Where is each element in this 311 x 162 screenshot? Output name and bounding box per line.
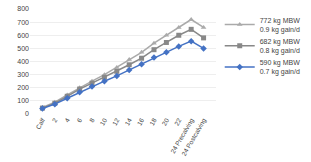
svg-text:590 kg MBW0.7 kg gain/d: 590 kg MBW0.7 kg gain/d	[260, 59, 300, 76]
svg-text:600: 600	[17, 32, 29, 39]
svg-text:400: 400	[17, 58, 29, 65]
svg-text:100: 100	[17, 97, 29, 104]
svg-text:18: 18	[148, 117, 158, 127]
svg-text:8: 8	[88, 117, 96, 124]
svg-text:12: 12	[111, 117, 121, 127]
svg-text:14: 14	[123, 117, 133, 127]
svg-text:4: 4	[63, 117, 71, 124]
svg-text:682 kg MBW0.8 kg gain/d: 682 kg MBW0.8 kg gain/d	[260, 38, 300, 55]
svg-text:300: 300	[17, 71, 29, 78]
svg-text:200: 200	[17, 84, 29, 91]
svg-text:20: 20	[160, 117, 170, 127]
svg-text:800: 800	[17, 5, 29, 12]
svg-text:Calf: Calf	[34, 117, 46, 131]
svg-text:700: 700	[17, 19, 29, 26]
svg-text:10: 10	[98, 117, 108, 127]
svg-text:500: 500	[17, 45, 29, 52]
svg-text:772 kg MBW0.9 kg gain/d: 772 kg MBW0.9 kg gain/d	[260, 17, 300, 34]
svg-text:22: 22	[173, 117, 183, 127]
svg-text:0: 0	[25, 110, 29, 117]
svg-text:2: 2	[51, 117, 59, 124]
svg-text:24 Postcalving: 24 Postcalving	[180, 117, 208, 158]
svg-text:24 Precalving: 24 Precalving	[169, 117, 196, 155]
svg-text:16: 16	[136, 117, 146, 127]
svg-text:6: 6	[75, 117, 83, 124]
